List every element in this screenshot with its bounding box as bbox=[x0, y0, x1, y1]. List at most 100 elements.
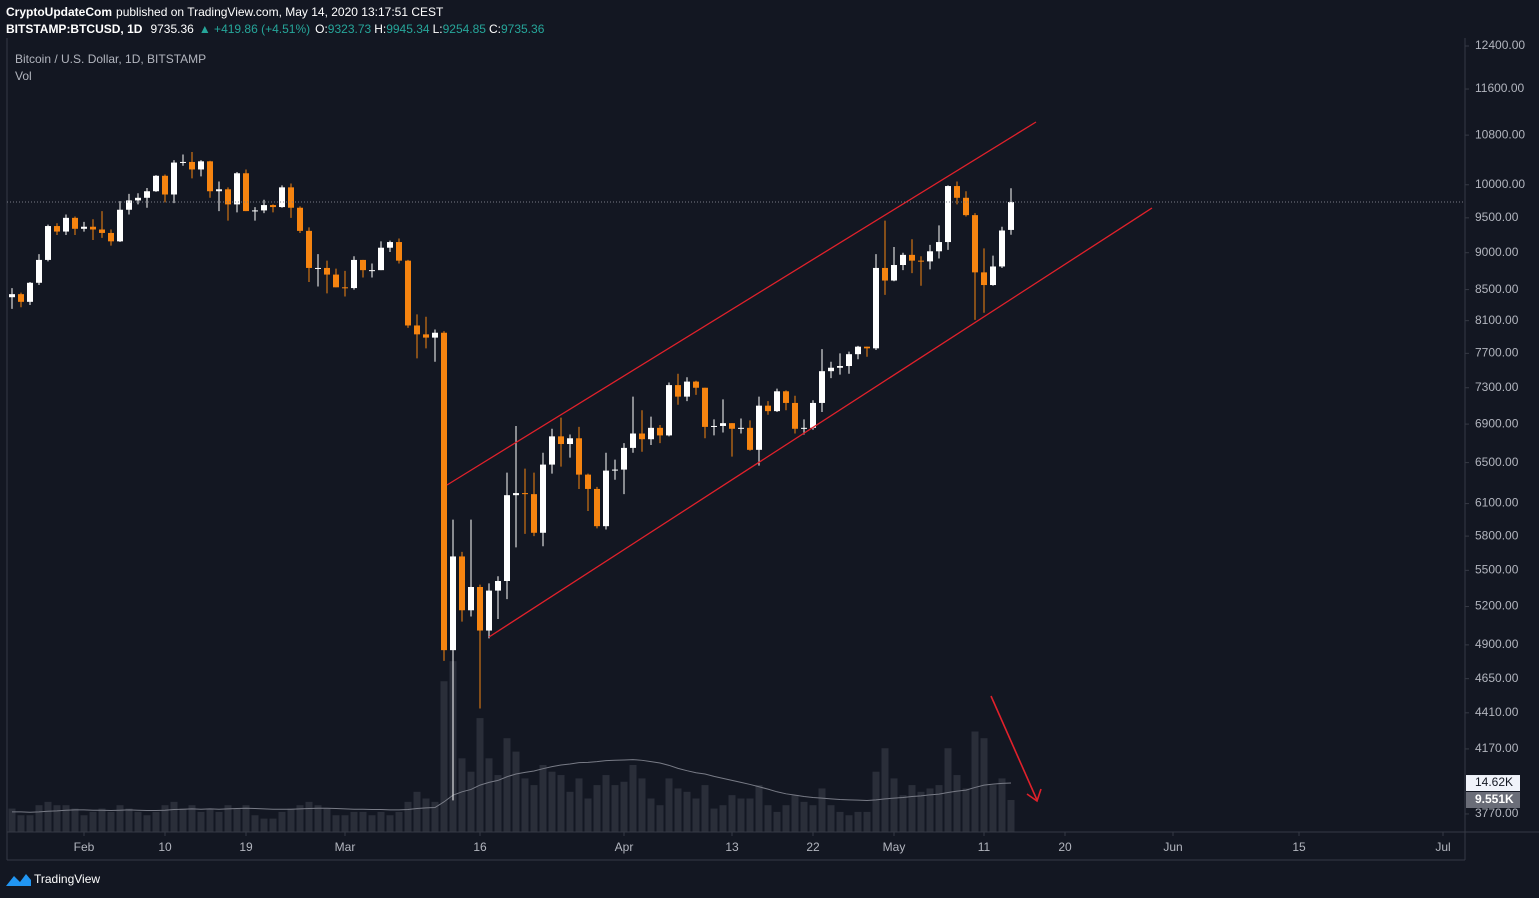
candle-body bbox=[954, 186, 960, 198]
volume-bar bbox=[269, 818, 277, 832]
x-tick-label: 22 bbox=[806, 840, 820, 854]
volume-bar bbox=[350, 811, 358, 832]
candle-body bbox=[720, 423, 726, 426]
volume-bar bbox=[170, 801, 178, 832]
volume-bar bbox=[800, 801, 808, 832]
candle-body bbox=[414, 325, 420, 335]
candle-body bbox=[342, 287, 348, 289]
y-tick-label: 3770.00 bbox=[1475, 806, 1519, 820]
y-tick-label: 10800.00 bbox=[1475, 127, 1525, 141]
volume-bar bbox=[944, 748, 952, 832]
volume-bar bbox=[206, 808, 214, 832]
candle-body bbox=[36, 259, 42, 283]
legend-title: Bitcoin / U.S. Dollar, 1D, BITSTAMP bbox=[15, 52, 206, 66]
volume-bar bbox=[602, 775, 610, 832]
change: ▲ +419.86 (+4.51%) bbox=[199, 22, 310, 36]
candle-body bbox=[54, 226, 60, 232]
ohlc-value: 9945.34 bbox=[386, 22, 430, 36]
candle-body bbox=[495, 581, 501, 591]
volume-bar bbox=[35, 805, 43, 832]
candle-body bbox=[585, 474, 591, 489]
x-tick-label: 13 bbox=[725, 840, 739, 854]
volume-bar bbox=[323, 808, 331, 832]
volume-bar bbox=[422, 798, 430, 832]
candle-body bbox=[621, 447, 627, 470]
ohlc-label: O: bbox=[315, 22, 328, 36]
volume-bar bbox=[620, 781, 628, 832]
candle-body bbox=[351, 259, 357, 289]
candle-body bbox=[612, 469, 618, 471]
candle-body bbox=[990, 266, 996, 286]
volume-bar bbox=[971, 731, 979, 832]
x-tick-label: 19 bbox=[239, 840, 253, 854]
volume-bar bbox=[98, 808, 106, 832]
candle-body bbox=[405, 260, 411, 326]
volume-bar bbox=[998, 778, 1006, 832]
volume-bar bbox=[359, 811, 367, 832]
brand-logo bbox=[6, 874, 31, 886]
x-tick-label: 16 bbox=[473, 840, 487, 854]
candle-body bbox=[999, 230, 1005, 267]
candle-body bbox=[603, 470, 609, 527]
volume-bar bbox=[341, 815, 349, 832]
candle-body bbox=[675, 385, 681, 397]
candle-body bbox=[756, 405, 762, 450]
candle-body bbox=[729, 423, 735, 429]
volume-bar bbox=[881, 748, 889, 832]
candle-body bbox=[576, 438, 582, 475]
ohlc-value: 9254.85 bbox=[443, 22, 487, 36]
volume-bar bbox=[53, 805, 61, 832]
y-tick-label: 11600.00 bbox=[1475, 81, 1524, 95]
candle-body bbox=[702, 387, 708, 427]
y-tick-label: 6900.00 bbox=[1475, 416, 1519, 430]
symbol: BITSTAMP:BTCUSD, 1D bbox=[6, 22, 143, 36]
candle-body bbox=[72, 217, 78, 229]
volume-bar bbox=[251, 815, 259, 832]
candle-body bbox=[684, 381, 690, 397]
candle-body bbox=[549, 436, 555, 465]
volume-bar bbox=[368, 815, 376, 832]
y-tick-label: 9000.00 bbox=[1475, 245, 1519, 259]
y-tick-label: 9500.00 bbox=[1475, 210, 1519, 224]
volume-bar bbox=[737, 798, 745, 832]
candle-body bbox=[468, 586, 474, 611]
candle-body bbox=[486, 590, 492, 631]
volume-bar bbox=[305, 801, 313, 832]
x-tick-label: Feb bbox=[74, 840, 95, 854]
candle-body bbox=[135, 197, 141, 201]
candle-body bbox=[666, 385, 672, 436]
candle-body bbox=[117, 209, 123, 242]
arrow bbox=[990, 695, 1042, 803]
candle-body bbox=[333, 274, 339, 288]
candle-body bbox=[828, 367, 834, 372]
volume-bar bbox=[17, 815, 25, 832]
volume-bar bbox=[710, 808, 718, 832]
channel-upper bbox=[446, 121, 1037, 486]
y-tick-label: 8100.00 bbox=[1475, 313, 1519, 327]
volume-bar bbox=[809, 805, 817, 832]
candle-body bbox=[639, 433, 645, 440]
volume-bar bbox=[629, 765, 637, 832]
candle-body bbox=[27, 282, 33, 302]
candle-body bbox=[18, 294, 24, 302]
y-tick-label: 4170.00 bbox=[1475, 741, 1519, 755]
volume-bar bbox=[611, 785, 619, 832]
candle-body bbox=[144, 191, 150, 198]
candle-body bbox=[864, 346, 870, 349]
volume-bar bbox=[404, 801, 412, 832]
volume-bar bbox=[458, 758, 466, 832]
volume-bar bbox=[1007, 800, 1015, 832]
candle-body bbox=[279, 187, 285, 208]
candle-body bbox=[981, 272, 987, 286]
candle-body bbox=[819, 371, 825, 403]
volume-bar bbox=[530, 785, 538, 832]
publisher: CryptoUpdateCom bbox=[6, 5, 112, 19]
volume-bar bbox=[125, 808, 133, 832]
volume-bar bbox=[863, 811, 871, 832]
volume-bar bbox=[332, 815, 340, 832]
candle-body bbox=[252, 210, 258, 212]
volume-bar bbox=[575, 778, 583, 832]
volume-bar bbox=[386, 815, 394, 832]
volume-ma-line bbox=[12, 759, 1012, 813]
